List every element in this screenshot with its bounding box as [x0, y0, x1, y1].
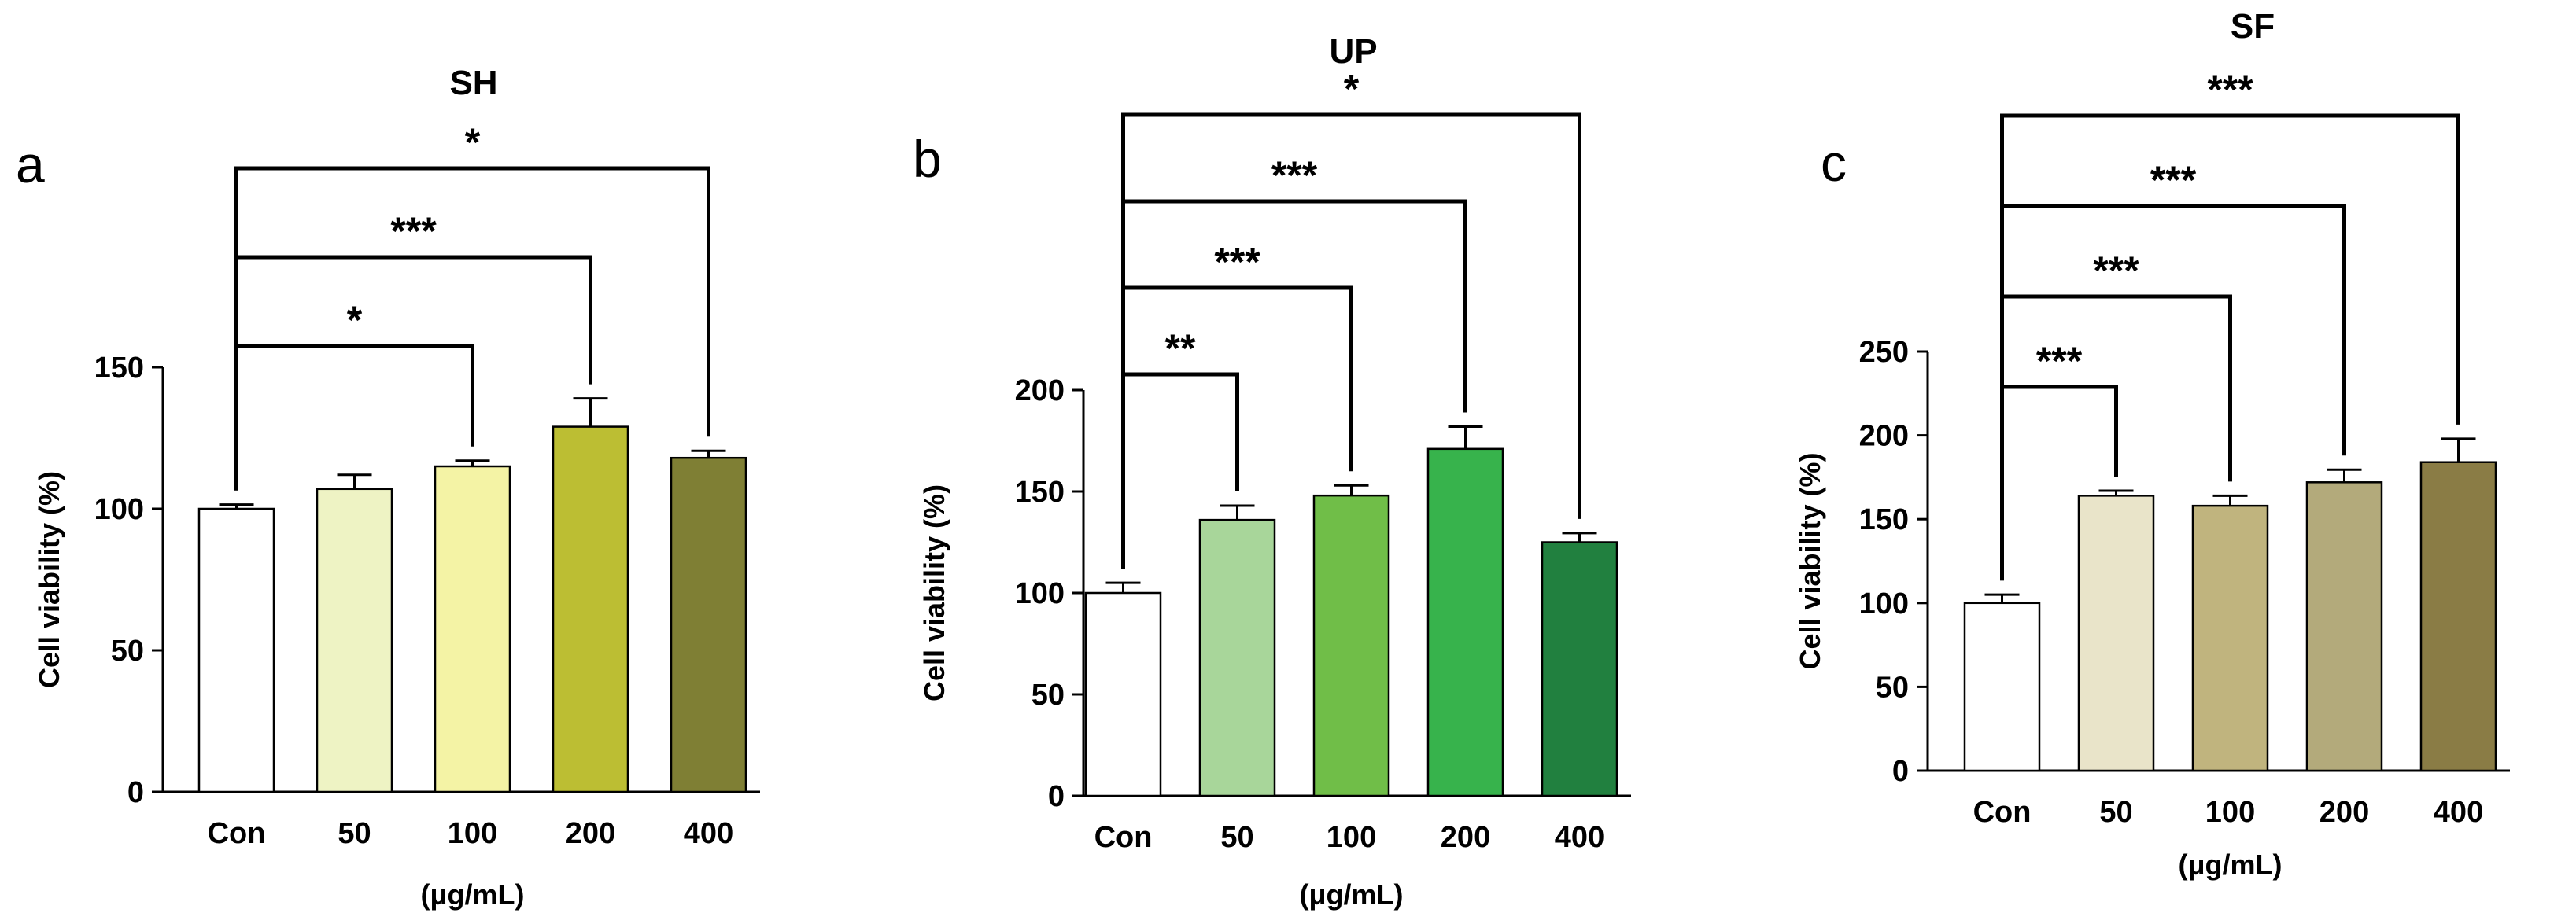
- bar: [197, 507, 275, 793]
- y-tick-label: 0: [1048, 780, 1065, 813]
- significance-label: ***: [390, 209, 437, 253]
- x-tick-label: 200: [1441, 821, 1490, 854]
- y-tick-label: 50: [1032, 679, 1065, 712]
- significance-label: **: [1165, 326, 1196, 370]
- y-tick-label: 50: [1876, 671, 1909, 704]
- x-tick-label: Con: [1094, 821, 1153, 854]
- y-axis-label: Cell viability (%): [1794, 452, 1826, 669]
- x-tick-label: 400: [684, 817, 733, 850]
- bar: [2191, 504, 2269, 772]
- bar: [1198, 518, 1276, 797]
- panel-letter: a: [16, 135, 45, 193]
- panel-letter: b: [913, 130, 942, 188]
- y-tick-label: 0: [1892, 755, 1909, 788]
- bar: [552, 425, 629, 793]
- significance-label: ***: [2150, 158, 2197, 202]
- bar: [1084, 591, 1162, 797]
- bar: [434, 465, 511, 793]
- panel-letter: c: [1821, 134, 1847, 192]
- y-tick-label: 100: [1015, 577, 1065, 610]
- bar: [2077, 495, 2155, 772]
- chart-title: UP: [1329, 32, 1377, 71]
- x-tick-label: 400: [1555, 821, 1604, 854]
- significance-bracket: [1121, 199, 1467, 569]
- x-tick-label: 50: [2099, 796, 2132, 829]
- x-axis-label: (μg/mL): [421, 878, 525, 911]
- significance-label: ***: [2036, 339, 2083, 383]
- significance-label: ***: [1271, 153, 1318, 197]
- x-tick-label: 50: [1220, 821, 1253, 854]
- y-tick-label: 150: [1859, 503, 1909, 536]
- x-tick-label: 100: [1327, 821, 1376, 854]
- bar: [2305, 481, 2383, 772]
- chart-title: SH: [449, 64, 497, 102]
- significance-bracket: [234, 166, 710, 491]
- bar: [670, 456, 747, 793]
- bar: [2419, 461, 2497, 772]
- y-tick-label: 250: [1859, 336, 1909, 369]
- significance-bracket: [2000, 204, 2346, 581]
- bar: [1426, 447, 1504, 797]
- bar: [1541, 541, 1618, 797]
- x-axis-label: (μg/mL): [1300, 878, 1404, 911]
- x-tick-label: 100: [448, 817, 497, 850]
- panel-b: b UP 0 50 100 150 200 Cell viability (%) Con 50 10…: [913, 32, 1631, 911]
- panel-a: a SH 0 50 100 150 Cell viability (%) Con 50 100 20…: [16, 64, 760, 911]
- significance-label: *: [347, 298, 363, 342]
- y-tick-label: 0: [127, 776, 144, 809]
- panel-c: c SF 0 50 100 150 200 250 Cell viability (%) Con 5…: [1794, 7, 2510, 881]
- x-axis-label: (μg/mL): [2179, 849, 2283, 881]
- y-tick-label: 100: [94, 493, 144, 526]
- significance-label: ***: [2207, 68, 2253, 112]
- y-axis-label: Cell viability (%): [33, 471, 65, 688]
- y-tick-label: 200: [1015, 374, 1065, 407]
- x-tick-label: Con: [1973, 796, 2032, 829]
- bar: [316, 488, 393, 793]
- x-tick-label: 200: [2320, 796, 2369, 829]
- significance-bracket: [2000, 113, 2460, 581]
- y-tick-label: 150: [94, 352, 144, 385]
- y-tick-label: 100: [1859, 587, 1909, 620]
- significance-bracket: [1121, 112, 1581, 569]
- bar: [1963, 602, 2041, 772]
- y-tick-label: 150: [1015, 476, 1065, 509]
- significance-bracket: [234, 255, 592, 491]
- x-tick-label: 100: [2205, 796, 2255, 829]
- y-tick-label: 200: [1859, 420, 1909, 453]
- y-axis-label: Cell viability (%): [918, 484, 950, 701]
- significance-label: ***: [1214, 240, 1260, 284]
- x-tick-label: Con: [208, 817, 266, 850]
- significance-label: *: [1344, 67, 1360, 111]
- x-tick-label: 50: [338, 817, 371, 850]
- bar: [1312, 494, 1390, 797]
- y-tick-label: 50: [111, 635, 144, 668]
- x-tick-label: 200: [566, 817, 615, 850]
- significance-label: ***: [2093, 248, 2139, 293]
- chart-title: SF: [2231, 7, 2275, 46]
- x-tick-label: 400: [2434, 796, 2483, 829]
- significance-label: *: [465, 120, 481, 164]
